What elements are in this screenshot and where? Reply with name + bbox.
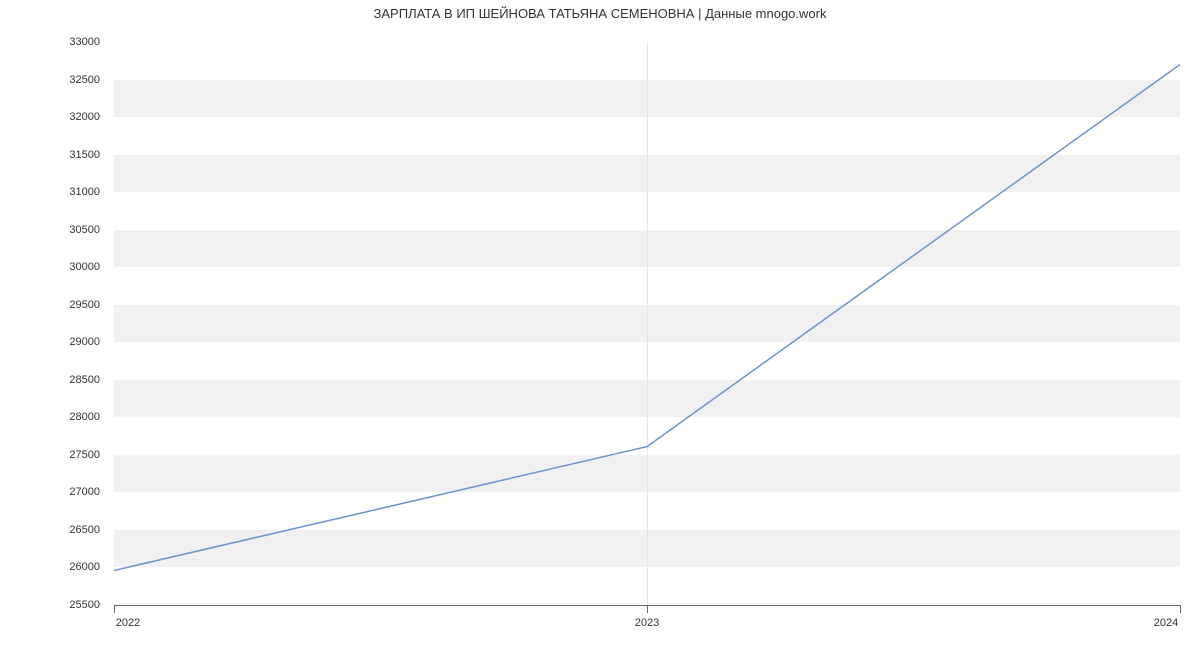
chart-title: ЗАРПЛАТА В ИП ШЕЙНОВА ТАТЬЯНА СЕМЕНОВНА … — [0, 6, 1200, 21]
y-tick-label: 27000 — [0, 486, 100, 498]
y-tick-label: 29500 — [0, 299, 100, 311]
line-series — [114, 42, 1180, 605]
y-tick-label: 30500 — [0, 224, 100, 236]
y-tick-label: 32000 — [0, 111, 100, 123]
y-tick-label: 26500 — [0, 524, 100, 536]
plot-area — [114, 42, 1180, 605]
x-tick-label: 2024 — [1154, 617, 1178, 629]
y-tick-label: 26000 — [0, 561, 100, 573]
x-tick-label: 2023 — [635, 617, 659, 629]
y-tick-label: 32500 — [0, 74, 100, 86]
y-tick-label: 31000 — [0, 186, 100, 198]
y-tick-label: 25500 — [0, 599, 100, 611]
x-tick-mark — [1180, 605, 1181, 613]
x-tick-mark — [647, 605, 648, 613]
y-tick-label: 31500 — [0, 149, 100, 161]
y-tick-label: 29000 — [0, 336, 100, 348]
y-tick-label: 33000 — [0, 36, 100, 48]
x-tick-mark — [114, 605, 115, 613]
series-salary — [114, 65, 1180, 571]
x-tick-label: 2022 — [116, 617, 140, 629]
y-tick-label: 28500 — [0, 374, 100, 386]
y-tick-label: 30000 — [0, 261, 100, 273]
salary-line-chart: ЗАРПЛАТА В ИП ШЕЙНОВА ТАТЬЯНА СЕМЕНОВНА … — [0, 0, 1200, 650]
y-tick-label: 27500 — [0, 449, 100, 461]
y-tick-label: 28000 — [0, 411, 100, 423]
